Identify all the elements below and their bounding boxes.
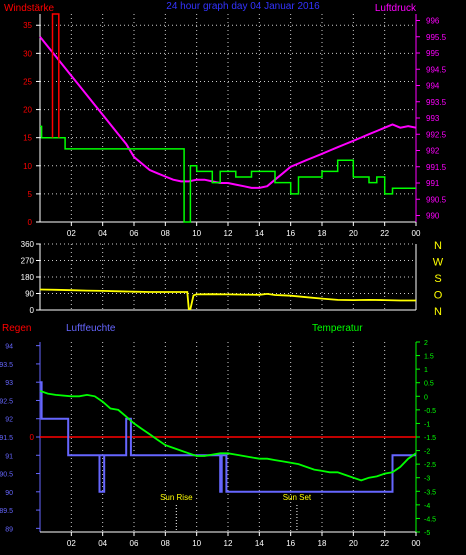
bottom-xtick-label: 12 [224,539,233,548]
top-xtick-label: 22 [380,229,389,238]
direction-tick-label: 0 [30,306,35,315]
wind-tick-label: 5 [28,190,33,199]
compass-letter: W [433,257,444,269]
temperature-tick-label: -2 [424,449,430,456]
pressure-axis-label: Luftdruck [375,3,417,14]
humidity-tick-label: 94 [5,344,13,351]
compass-letter: S [434,273,441,285]
temperature-line [39,390,417,482]
wind-tick-label: 20 [23,106,32,115]
top-xtick-label: 18 [318,229,327,238]
compass-letter: N [434,306,442,318]
pressure-tick-label: 993.5 [426,98,447,107]
pressure-tick-label: 990 [426,212,440,221]
wind-tick-label: 25 [23,77,32,86]
pressure-tick-label: 996 [426,17,440,26]
wind-line [51,13,60,138]
temperature-axis-label: Temperatur [312,323,363,334]
pressure-line [39,36,417,189]
pressure-tick-label: 995.5 [426,33,447,42]
pressure-tick-label: 994 [426,82,440,91]
top-xtick-label: 10 [192,229,201,238]
bottom-xtick-label: 00 [412,539,421,548]
wind-tick-label: 30 [23,49,32,58]
direction-tick-label: 270 [21,257,35,266]
bottom-xtick-label: 18 [318,539,327,548]
pressure-tick-label: 994.5 [426,65,447,74]
humidity-tick-label: 93.5 [0,362,13,369]
top-xtick-label: 04 [98,229,107,238]
temperature-tick-label: -4 [424,503,430,510]
top-xtick-label: 08 [161,229,170,238]
wind-tick-label: 10 [23,162,32,171]
rain-axis-label: Regen [2,323,31,334]
temperature-tick-label: -2.5 [424,462,436,469]
pressure-tick-label: 990.5 [426,195,447,204]
top-xtick-label: 02 [67,229,76,238]
temperature-tick-label: 0.5 [424,381,434,388]
temperature-tick-label: 0 [424,394,428,401]
wind-tick-label: 35 [23,21,32,30]
humidity_spike-line [98,455,106,493]
pressure-tick-label: 991.5 [426,163,447,172]
bottom-xtick-label: 22 [380,539,389,548]
gust-line [40,125,416,223]
bottom-xtick-label: 10 [192,539,201,548]
humidity-tick-label: 92.5 [0,398,13,405]
bottom-xtick-label: 06 [130,539,139,548]
direction-tick-label: 180 [21,273,35,282]
humidity-tick-label: 93 [5,380,13,387]
temperature-tick-label: 2 [424,340,428,347]
humidity-tick-label: 90.5 [0,472,13,479]
bottom-xtick-label: 04 [98,539,107,548]
top-xtick-label: 14 [255,229,264,238]
temperature-tick-label: -4.5 [424,516,436,523]
pressure-tick-label: 992.5 [426,130,447,139]
sun-set-label: Sun Set [283,493,312,502]
pressure-tick-label: 995 [426,49,440,58]
humidity-tick-label: 91 [5,453,13,460]
temperature-tick-label: -5 [424,530,430,537]
temperature-tick-label: -3 [424,476,430,483]
humidity-line [40,381,416,493]
rain-tick-label: 0 [30,433,35,442]
bottom-xtick-label: 16 [286,539,295,548]
wind-tick-label: 0 [28,218,33,227]
pressure-tick-label: 993 [426,114,440,123]
temperature-tick-label: -1 [424,421,430,428]
temperature-tick-label: -1.5 [424,435,436,442]
humidity-tick-label: 89.5 [0,508,13,515]
direction-tick-label: 360 [21,240,35,249]
pressure-tick-label: 992 [426,147,440,156]
top-xtick-label: 16 [286,229,295,238]
humidity-tick-label: 91.5 [0,435,13,442]
top-xtick-label: 00 [412,229,421,238]
chart-title: 24 hour graph day 04 Januar 2016 [166,1,320,12]
direction-line [39,288,416,311]
temperature-tick-label: 1 [424,367,428,374]
bottom-xtick-label: 08 [161,539,170,548]
wind-tick-label: 15 [23,134,32,143]
temperature-tick-label: -3.5 [424,489,436,496]
wind-axis-label: Windstärke [4,3,54,14]
compass-letter: N [434,240,442,252]
temperature-tick-label: 1.5 [424,354,434,361]
bottom-xtick-label: 14 [255,539,264,548]
bottom-xtick-label: 02 [67,539,76,548]
top-xtick-label: 20 [349,229,358,238]
humidity-tick-label: 92 [5,417,13,424]
humidity-axis-label: Luftfeuchte [66,323,116,334]
pressure-tick-label: 991 [426,179,440,188]
direction-tick-label: 90 [25,290,34,299]
temperature-tick-label: -0.5 [424,408,436,415]
humidity-tick-label: 90 [5,490,13,497]
bottom-xtick-label: 20 [349,539,358,548]
compass-letter: O [434,290,443,302]
top-xtick-label: 12 [224,229,233,238]
sun-rise-label: Sun Rise [160,493,193,502]
top-xtick-label: 06 [130,229,139,238]
humidity-tick-label: 89 [5,526,13,533]
